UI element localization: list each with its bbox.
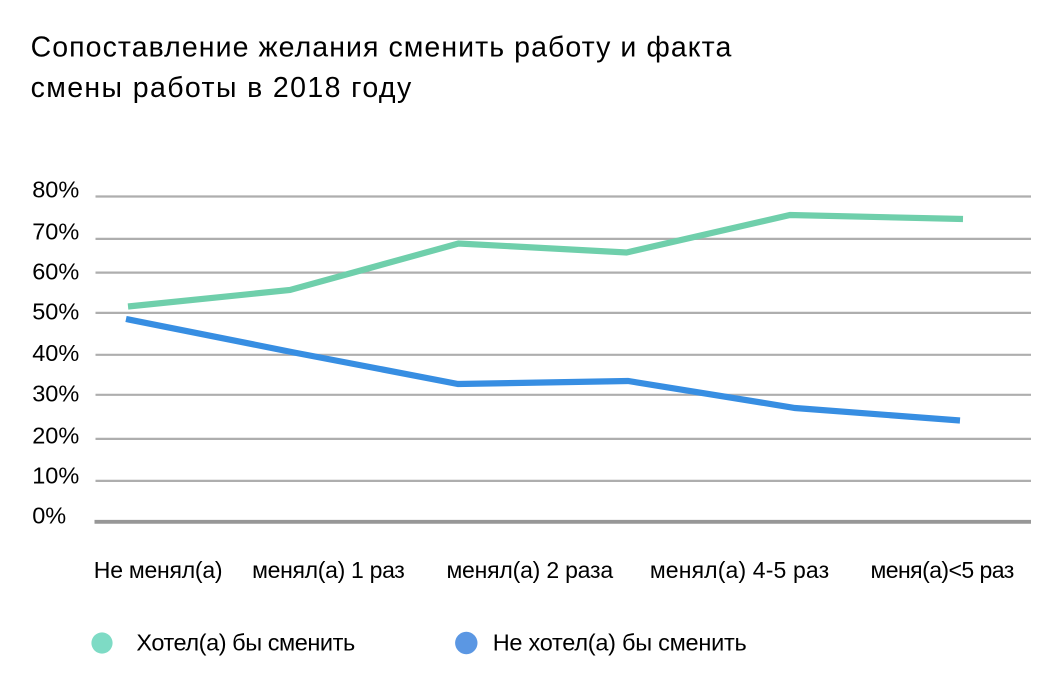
svg-text:60%: 60% [32,258,79,284]
svg-text:Хотел(а) бы сменить: Хотел(а) бы сменить [136,630,355,656]
svg-text:30%: 30% [32,380,79,406]
svg-text:менял(а) 4-5 раз: менял(а) 4-5 раз [650,557,829,583]
svg-text:Сопоставление желания сменить: Сопоставление желания сменить работу и ф… [31,31,732,63]
svg-text:меня(а)<5 раз: меня(а)<5 раз [871,557,1015,583]
svg-text:0%: 0% [32,503,66,529]
svg-text:менял(а) 2 раза: менял(а) 2 раза [446,557,613,583]
svg-text:смены работы в 2018 году: смены работы в 2018 году [31,72,412,104]
svg-text:50%: 50% [32,299,79,325]
svg-text:10%: 10% [32,463,79,489]
svg-text:Не хотел(а) бы сменить: Не хотел(а) бы сменить [493,630,747,656]
svg-text:80%: 80% [32,177,79,203]
svg-text:Не менял(а): Не менял(а) [94,557,223,583]
svg-text:40%: 40% [32,340,79,366]
svg-text:70%: 70% [32,219,79,245]
svg-text:20%: 20% [32,423,79,449]
svg-text:менял(а) 1 раз: менял(а) 1 раз [252,557,405,583]
